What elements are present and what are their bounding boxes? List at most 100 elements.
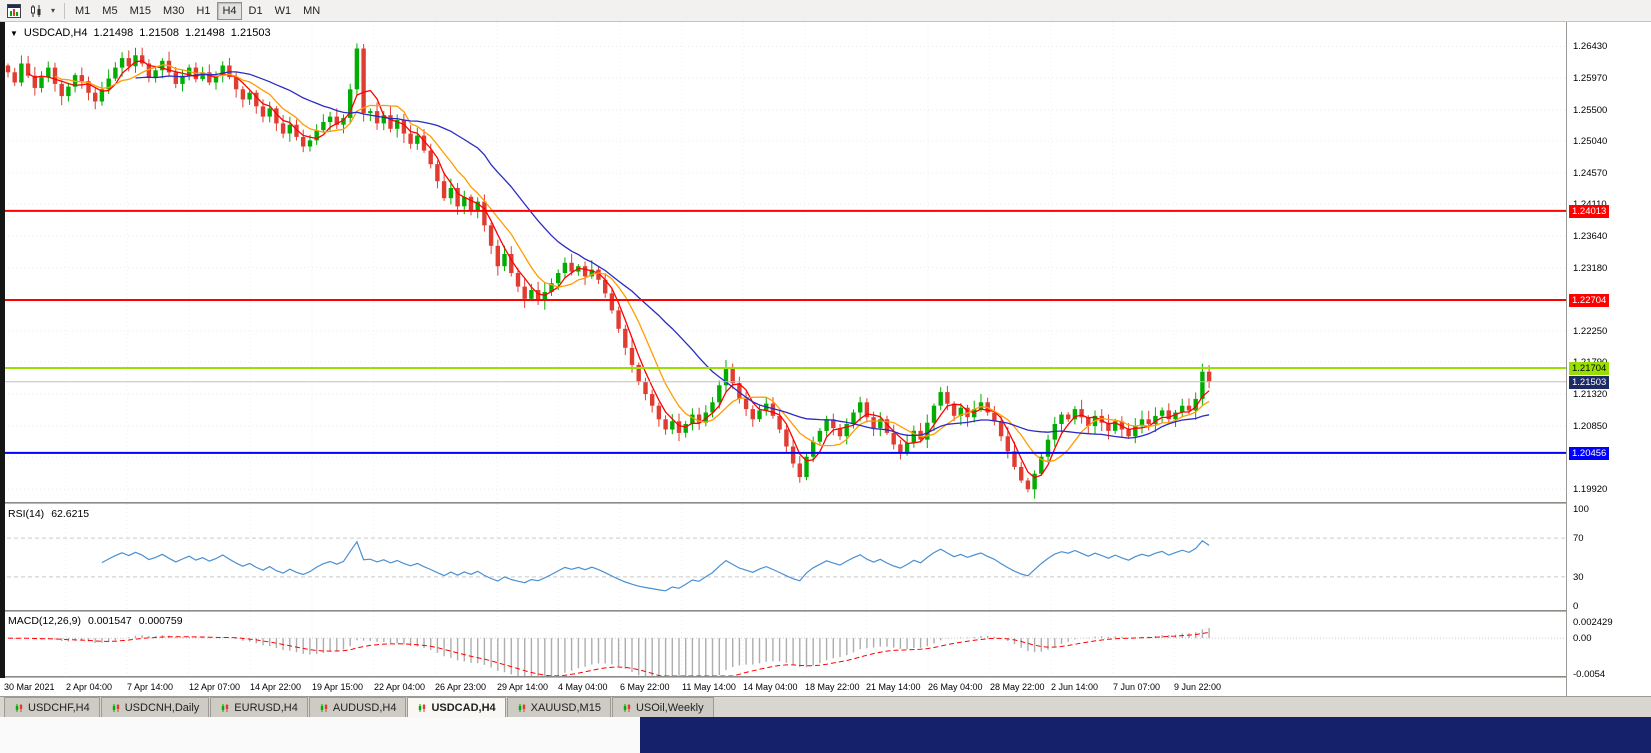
pane-divider[interactable] (0, 610, 1651, 612)
candle-body (1032, 473, 1037, 490)
candle-body (381, 115, 386, 124)
macd-pane[interactable] (0, 612, 1566, 678)
candle-body (488, 225, 494, 246)
candle-body (495, 245, 500, 267)
high-value: 1.21508 (139, 27, 180, 39)
time-axis-label: 29 Apr 14:00 (497, 682, 549, 692)
candle-body (1086, 417, 1091, 426)
macd-signal-value: 0.000759 (138, 615, 183, 627)
symbol-dropdown-icon[interactable]: ▼ (10, 28, 18, 38)
candle-body (603, 279, 608, 294)
toolbar-separator (64, 2, 65, 19)
tf-button-m30[interactable]: M30 (158, 2, 189, 20)
moving-average-line (135, 71, 1210, 439)
tab-usdcnh-daily[interactable]: USDCNH,Daily (100, 697, 210, 717)
candle-body (32, 75, 37, 88)
tab-xauusd-m15[interactable]: XAUUSD,M15 (506, 697, 611, 717)
price-axis[interactable]: 1.26430 1.25970 1.25500 1.25040 1.24570 1.241… (1566, 22, 1651, 696)
tab-eurusd-h4[interactable]: EURUSD,H4 (210, 697, 308, 717)
tf-button-h4[interactable]: H4 (217, 1, 242, 20)
macd-axis-label: -0.0054 (1573, 669, 1606, 680)
tf-button-d1[interactable]: D1 (244, 2, 268, 20)
candle-body (274, 108, 279, 124)
tf-button-m15[interactable]: M15 (125, 2, 156, 20)
candle-body (146, 63, 152, 78)
hline-price-badge[interactable]: 1.20456 (1569, 447, 1610, 460)
candle-body (455, 188, 460, 207)
price-axis-label: 1.26430 (1573, 41, 1608, 52)
candle-body (341, 117, 346, 125)
candle-body (133, 55, 138, 67)
chart-window-icon[interactable] (3, 2, 25, 20)
tab-usoil-weekly[interactable]: USOil,Weekly (611, 697, 714, 717)
candle-body (945, 392, 950, 404)
candle-body (743, 398, 749, 410)
candle-body (623, 328, 628, 348)
candle-body (200, 72, 205, 80)
candlestick-chart-icon[interactable] (25, 2, 47, 20)
rsi-pane[interactable] (0, 504, 1566, 610)
candle-body (884, 419, 890, 433)
candle-body (348, 89, 353, 118)
rsi-axis-label: 100 (1573, 504, 1589, 515)
time-axis-label: 28 May 22:00 (990, 682, 1045, 692)
tab-audusd-h4[interactable]: AUDUSD,H4 (308, 697, 407, 717)
candle-body (656, 405, 662, 420)
tab-usdcad-h4[interactable]: USDCAD,H4 (407, 697, 506, 717)
hline-price-badge[interactable]: 1.22704 (1569, 294, 1610, 307)
tf-button-h1[interactable]: H1 (191, 2, 215, 20)
candle-body (562, 262, 568, 273)
moving-average-line (54, 64, 1210, 463)
pane-divider[interactable] (0, 502, 1651, 504)
tf-button-mn[interactable]: MN (298, 2, 325, 20)
time-axis-label: 19 Apr 15:00 (312, 682, 364, 692)
candle-body (609, 293, 615, 311)
candle-body (1186, 405, 1192, 411)
candle-body (978, 402, 984, 410)
candle-body (354, 48, 360, 90)
candle-body (421, 135, 427, 151)
tf-button-m5[interactable]: M5 (97, 2, 122, 20)
price-axis-label: 1.21320 (1573, 389, 1608, 400)
candle-body (777, 415, 782, 430)
candle-body (951, 403, 957, 416)
time-axis-label: 4 May 04:00 (558, 682, 608, 692)
candle-body (972, 409, 977, 418)
candle-body (596, 269, 601, 280)
candle-body (750, 409, 755, 420)
candle-body (730, 368, 735, 384)
candle-body (757, 410, 762, 420)
macd-name: MACD(12,26,9) (8, 615, 81, 627)
candle-body (509, 254, 514, 273)
open-value: 1.21498 (93, 27, 134, 39)
rsi-axis-label: 30 (1573, 572, 1584, 583)
hline-price-badge[interactable]: 1.24013 (1569, 205, 1610, 218)
current-price-badge: 1.21503 (1569, 376, 1610, 389)
chart-type-dropdown-icon[interactable]: ▾ (50, 6, 55, 15)
candle-body (334, 116, 339, 125)
chart-icon (112, 703, 119, 712)
macd-main-value: 0.001547 (87, 615, 132, 627)
candle-body (233, 77, 239, 90)
candle-body (670, 421, 675, 430)
candle-body (287, 124, 292, 134)
candle-body (1166, 410, 1171, 420)
candle-body (904, 443, 910, 454)
time-axis-label: 7 Jun 07:00 (1113, 682, 1161, 692)
tf-button-m1[interactable]: M1 (70, 2, 95, 20)
candle-body (126, 58, 131, 67)
candle-body (1193, 398, 1198, 411)
toolbar: ▾ M1 M5 M15 M30 H1 H4 D1 W1 MN (0, 0, 1651, 22)
main-chart-pane[interactable] (0, 22, 1566, 502)
hline-price-badge[interactable]: 1.21704 (1569, 362, 1610, 375)
candle-body (1133, 426, 1138, 437)
candle-body (556, 273, 561, 284)
tab-usdchf-h4[interactable]: USDCHF,H4 (4, 697, 100, 717)
timeframe-button-group: M1 M5 M15 M30 H1 H4 D1 W1 MN (70, 1, 325, 20)
candle-body (1045, 439, 1051, 457)
macd-axis-label: 0.00 (1573, 633, 1592, 644)
time-axis[interactable]: 30 Mar 2021 2 Apr 04:00 7 Apr 14:00 12 Apr … (0, 678, 1566, 696)
tf-button-w1[interactable]: W1 (270, 2, 297, 20)
candle-body (267, 108, 272, 117)
price-axis-label: 1.24570 (1573, 168, 1608, 179)
